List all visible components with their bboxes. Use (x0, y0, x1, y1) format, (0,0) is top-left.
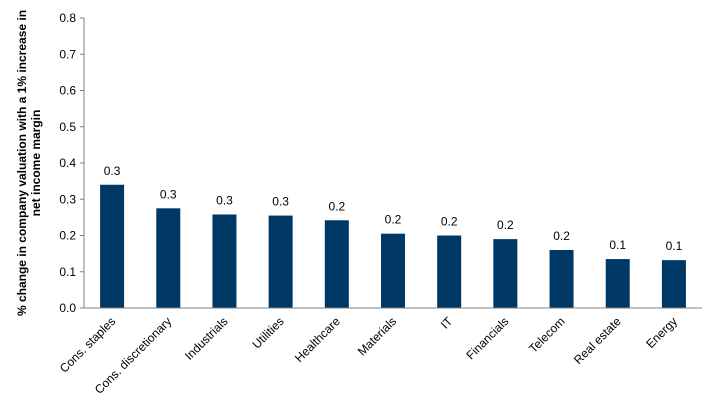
y-tick-label: 0.7 (59, 47, 76, 61)
bar-cons-staples (100, 184, 125, 308)
bar-healthcare (324, 220, 349, 308)
data-label-cons-staples: 0.3 (104, 164, 121, 178)
y-tick-label: 0.2 (59, 229, 76, 243)
y-axis-title: % change in company valuation with a 1% … (15, 10, 43, 316)
data-label-utilities: 0.3 (272, 195, 289, 209)
y-axis-title-line-2: net income margin (29, 110, 43, 217)
y-tick-label: 0.4 (59, 156, 76, 170)
bar-it (437, 235, 462, 308)
y-tick-label: 0.3 (59, 192, 76, 206)
data-label-it: 0.2 (441, 215, 458, 229)
data-label-industrials: 0.3 (216, 193, 233, 207)
bar-utilities (268, 215, 293, 308)
data-label-telecom: 0.2 (553, 229, 570, 243)
x-tick-label-industrials: Industrials (182, 314, 231, 363)
data-label-financials: 0.2 (497, 218, 514, 232)
x-tick-label-telecom: Telecom (526, 314, 567, 355)
x-tick-label-healthcare: Healthcare (292, 314, 343, 365)
y-tick-label: 0.8 (59, 11, 76, 25)
y-tick-label: 0.1 (59, 265, 76, 279)
y-tick-label: 0.0 (59, 301, 76, 315)
bar-industrials (212, 214, 237, 308)
y-tick-label: 0.6 (59, 84, 76, 98)
x-tick-label-cons-staples: Cons. staples (57, 314, 118, 375)
x-tick-label-materials: Materials (355, 314, 399, 358)
bar-energy (661, 260, 686, 308)
bar-telecom (549, 250, 574, 308)
y-tick-label: 0.5 (59, 120, 76, 134)
bar-materials (381, 233, 405, 308)
bar-real-estate (605, 259, 630, 308)
data-label-cons-discretionary: 0.3 (160, 187, 177, 201)
x-tick-label-energy: Energy (643, 314, 680, 351)
y-axis-ticks: 0.0 0.1 0.2 0.3 0.4 0.5 0.6 0.7 0.8 (59, 11, 84, 315)
x-tick-label-real-estate: Real estate (571, 314, 624, 367)
data-label-materials: 0.2 (385, 213, 402, 227)
data-label-real-estate: 0.1 (609, 238, 626, 252)
bar-cons-discretionary (156, 208, 181, 308)
data-label-healthcare: 0.2 (328, 199, 345, 213)
bar-financials (493, 239, 518, 308)
x-tick-label-utilities: Utilities (250, 314, 287, 351)
y-axis-title-line-1: % change in company valuation with a 1% … (15, 10, 29, 316)
data-labels: 0.3 0.3 0.3 0.3 0.2 0.2 0.2 0.2 0.2 0.1 0.1 (104, 164, 683, 253)
data-label-energy: 0.1 (666, 239, 683, 253)
bars (100, 184, 686, 308)
x-tick-label-financials: Financials (463, 314, 511, 362)
x-tick-label-it: IT (438, 314, 456, 332)
